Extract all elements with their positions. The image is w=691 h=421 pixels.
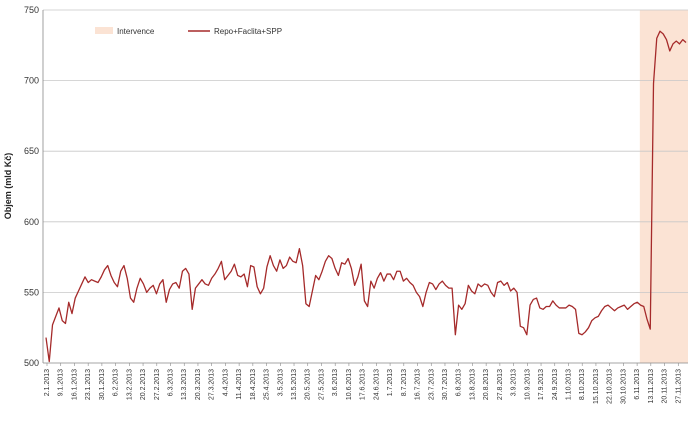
- legend-label-intervention: Intervence: [117, 27, 155, 36]
- x-tick-label: 20.3.2013: [195, 369, 202, 400]
- legend: Intervence Repo+Faclita+SPP: [95, 27, 282, 36]
- x-tick-label: 13.2.2013: [126, 369, 133, 400]
- x-tick-label: 16.1.2013: [71, 369, 78, 400]
- x-tick-label: 1.7.2013: [387, 369, 394, 396]
- x-tick-label: 22.10.2013: [607, 369, 614, 404]
- x-tick-label: 6.8.2013: [456, 369, 463, 396]
- x-tick-label: 13.11.2013: [648, 369, 655, 404]
- y-tick-label: 600: [24, 217, 39, 227]
- x-tick-label: 10.9.2013: [524, 369, 531, 400]
- x-tick-label: 8.10.2013: [579, 369, 586, 400]
- x-tick-label: 25.4.2013: [264, 369, 271, 400]
- x-tick-label: 20.5.2013: [305, 369, 312, 400]
- x-tick-label: 9.1.2013: [58, 369, 65, 396]
- x-tick-label: 27.8.2013: [497, 369, 504, 400]
- x-tick-label: 23.1.2013: [85, 369, 92, 400]
- x-tick-label: 3.6.2013: [332, 369, 339, 396]
- x-tick-label: 20.11.2013: [662, 369, 669, 404]
- y-tick-label: 550: [24, 287, 39, 297]
- x-tick-label: 24.9.2013: [552, 369, 559, 400]
- x-tick-label: 11.4.2013: [236, 369, 243, 400]
- x-tick-label: 18.4.2013: [250, 369, 257, 400]
- x-tick-label: 13.5.2013: [291, 369, 298, 400]
- y-axis-title: Objem (mld Kč): [3, 153, 13, 220]
- y-tick-label: 700: [24, 76, 39, 86]
- x-tick-label: 6.3.2013: [168, 369, 175, 396]
- x-tick-label: 2.1.2013: [44, 369, 51, 396]
- x-tick-label: 6.2.2013: [113, 369, 120, 396]
- x-tick-label: 16.7.2013: [415, 369, 422, 400]
- y-tick-label: 750: [24, 5, 39, 15]
- x-tick-label: 13.3.2013: [181, 369, 188, 400]
- x-tick-label: 20.2.2013: [140, 369, 147, 400]
- x-tick-label: 4.4.2013: [222, 369, 229, 396]
- x-tick-label: 27.5.2013: [318, 369, 325, 400]
- intervention-band: [639, 10, 688, 363]
- x-tick-label: 27.3.2013: [209, 369, 216, 400]
- x-tick-label: 8.7.2013: [401, 369, 408, 396]
- y-tick-label: 500: [24, 358, 39, 368]
- x-tick-label: 1.10.2013: [565, 369, 572, 400]
- x-tick-label: 17.9.2013: [538, 369, 545, 400]
- x-tick-label: 27.2.2013: [154, 369, 161, 400]
- legend-swatch-intervention: [95, 27, 113, 34]
- series-line-repo: [45, 30, 687, 363]
- x-tick-label: 24.6.2013: [373, 369, 380, 400]
- x-tick-label: 30.10.2013: [620, 369, 627, 404]
- x-tick-label: 3.5.2013: [277, 369, 284, 396]
- x-tick-label: 30.7.2013: [442, 369, 449, 400]
- x-tick-label: 10.6.2013: [346, 369, 353, 400]
- y-tick-label: 650: [24, 146, 39, 156]
- x-tick-label: 23.7.2013: [428, 369, 435, 400]
- legend-label-series: Repo+Faclita+SPP: [214, 27, 282, 36]
- x-tick-label: 30.1.2013: [99, 369, 106, 400]
- x-tick-label: 13.8.2013: [469, 369, 476, 400]
- x-tick-label: 20.8.2013: [483, 369, 490, 400]
- x-tick-label: 27.11.2013: [675, 369, 682, 404]
- x-tick-label: 3.9.2013: [511, 369, 518, 396]
- x-tick-label: 15.10.2013: [593, 369, 600, 404]
- x-tick-label: 17.6.2013: [360, 369, 367, 400]
- x-tick-label: 6.11.2013: [634, 369, 641, 400]
